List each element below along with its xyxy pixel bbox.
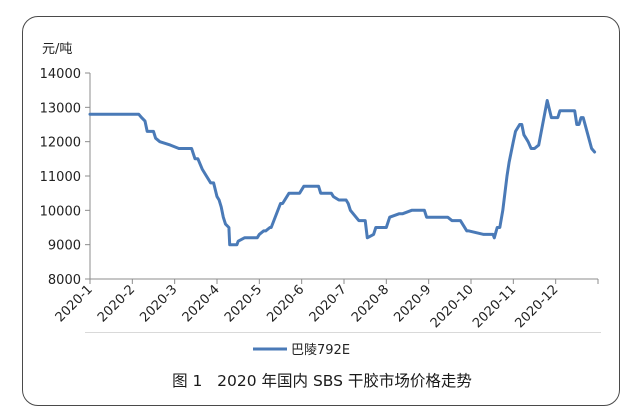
y-tick-label: 11000	[40, 170, 81, 185]
figure-frame	[22, 16, 620, 406]
x-tick-label: 2020-4	[180, 282, 223, 325]
y-axis: 8000 9000 10000 11000 12000 13000 14000	[40, 67, 91, 288]
x-tick-label: 2020-11	[470, 282, 519, 331]
y-axis-unit-label: 元/吨	[42, 42, 72, 57]
legend-area	[85, 332, 601, 366]
x-tick-label: 2020-5	[222, 282, 265, 325]
x-tick-label: 2020-12	[512, 282, 561, 331]
x-tick-label: 2020-10	[428, 282, 477, 331]
legend-label: 巴陵792E	[291, 343, 350, 358]
x-tick-label: 2020-9	[391, 282, 434, 325]
x-tick-label: 2020-6	[264, 282, 307, 325]
y-tick-label: 10000	[40, 204, 81, 219]
x-tick-label: 2020-8	[349, 282, 392, 325]
y-tick-label: 13000	[40, 101, 81, 116]
y-tick-label: 8000	[48, 273, 81, 288]
legend: 巴陵792E	[253, 343, 350, 358]
y-tick-label: 14000	[40, 67, 81, 82]
x-tick-label: 2020-1	[53, 282, 96, 325]
series-layer	[88, 99, 597, 247]
x-axis: 2020-1 2020-2 2020-3 2020-4 2020-5 2020-6 2020…	[53, 278, 599, 331]
y-tick-label: 12000	[40, 136, 81, 151]
figure-caption: 图 1 2020 年国内 SBS 干胶市场价格走势	[172, 372, 472, 390]
series-line-巴陵792E	[88, 99, 597, 247]
y-tick-label: 9000	[48, 239, 81, 254]
x-tick-label: 2020-7	[307, 282, 350, 325]
x-tick-label: 2020-3	[137, 282, 180, 325]
x-tick-label: 2020-2	[95, 282, 138, 325]
